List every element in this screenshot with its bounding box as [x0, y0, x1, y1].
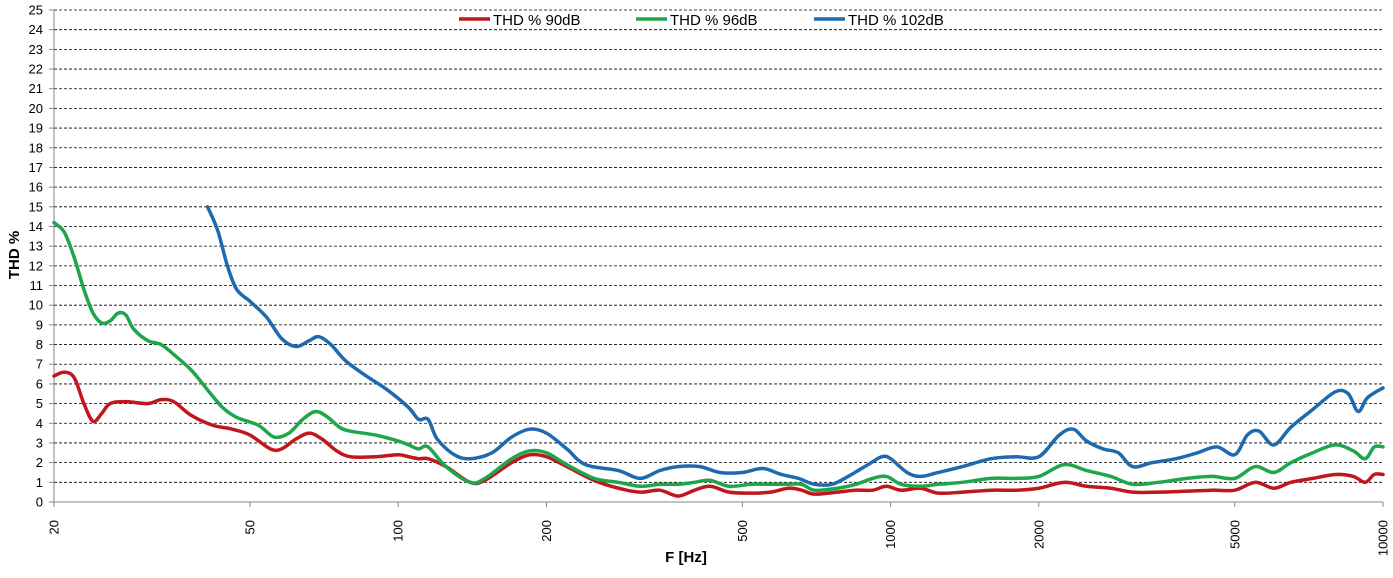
- grid: [53, 9, 1383, 503]
- y-axis-title: THD %: [6, 231, 23, 279]
- x-tick-label: 500: [735, 520, 750, 542]
- y-tick-label: 16: [29, 180, 43, 195]
- y-tick-label: 25: [29, 3, 43, 18]
- y-tick-label: 10: [29, 298, 43, 313]
- series-line-1: [52, 370, 1385, 498]
- y-axis-ticks: 0123456789101112131415161718192021222324…: [29, 3, 54, 510]
- x-tick-label: 50: [242, 520, 257, 534]
- series-line-3: [205, 205, 1385, 487]
- y-tick-label: 8: [36, 337, 43, 352]
- legend-label-3: THD % 102dB: [848, 12, 944, 29]
- y-tick-label: 22: [29, 62, 43, 77]
- y-tick-label: 2: [36, 455, 43, 470]
- y-tick-label: 12: [29, 258, 43, 273]
- y-tick-label: 6: [36, 376, 43, 391]
- x-axis-title: F [Hz]: [665, 549, 707, 566]
- y-tick-label: 13: [29, 239, 43, 254]
- x-tick-label: 100: [391, 520, 406, 542]
- y-tick-label: 11: [30, 278, 44, 293]
- y-tick-label: 24: [29, 22, 43, 37]
- x-tick-label: 5000: [1227, 520, 1242, 549]
- y-tick-label: 20: [29, 101, 43, 116]
- y-tick-label: 3: [36, 435, 43, 450]
- x-tick-label: 10000: [1376, 520, 1391, 556]
- x-tick-label: 20: [47, 520, 62, 534]
- y-tick-label: 14: [29, 219, 43, 234]
- y-tick-label: 19: [29, 121, 43, 136]
- x-tick-label: 200: [539, 520, 554, 542]
- y-tick-label: 23: [29, 42, 43, 57]
- y-tick-label: 0: [36, 495, 43, 510]
- y-tick-label: 18: [29, 140, 43, 155]
- x-tick-label: 2000: [1031, 520, 1046, 549]
- y-tick-label: 17: [29, 160, 43, 175]
- y-tick-label: 7: [36, 357, 43, 372]
- legend-label-1: THD % 90dB: [493, 12, 581, 29]
- y-tick-label: 5: [36, 396, 43, 411]
- x-axis-ticks: 20 50 100 200 500 1000 2000 5000 10000: [47, 502, 1391, 556]
- series-lines: [52, 205, 1385, 498]
- y-tick-label: 4: [36, 416, 43, 431]
- y-tick-label: 1: [36, 475, 43, 490]
- y-tick-label: 9: [36, 317, 43, 332]
- legend: THD % 90dB THD % 96dB THD % 102dB: [459, 12, 944, 29]
- y-tick-label: 21: [29, 81, 43, 96]
- x-tick-label: 1000: [883, 520, 898, 549]
- series-line-2: [52, 220, 1385, 493]
- y-tick-label: 15: [29, 199, 43, 214]
- legend-label-2: THD % 96dB: [670, 12, 758, 29]
